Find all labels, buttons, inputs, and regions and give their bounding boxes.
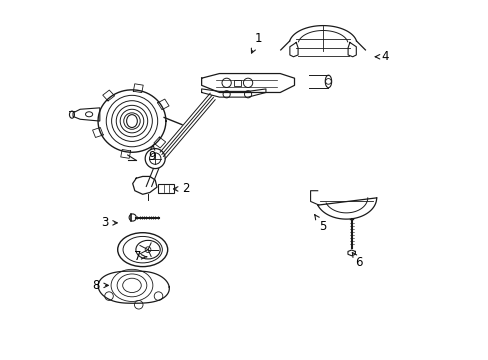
Text: 6: 6 xyxy=(351,252,362,269)
Text: 7: 7 xyxy=(133,250,146,263)
Text: 2: 2 xyxy=(173,183,189,195)
Text: 3: 3 xyxy=(102,216,117,229)
Text: 5: 5 xyxy=(314,215,326,233)
Text: 8: 8 xyxy=(92,279,108,292)
Text: 4: 4 xyxy=(375,50,388,63)
Text: 1: 1 xyxy=(251,32,261,53)
Text: 9: 9 xyxy=(147,145,155,163)
